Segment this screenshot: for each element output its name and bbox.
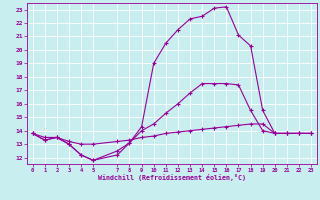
X-axis label: Windchill (Refroidissement éolien,°C): Windchill (Refroidissement éolien,°C): [98, 174, 246, 181]
